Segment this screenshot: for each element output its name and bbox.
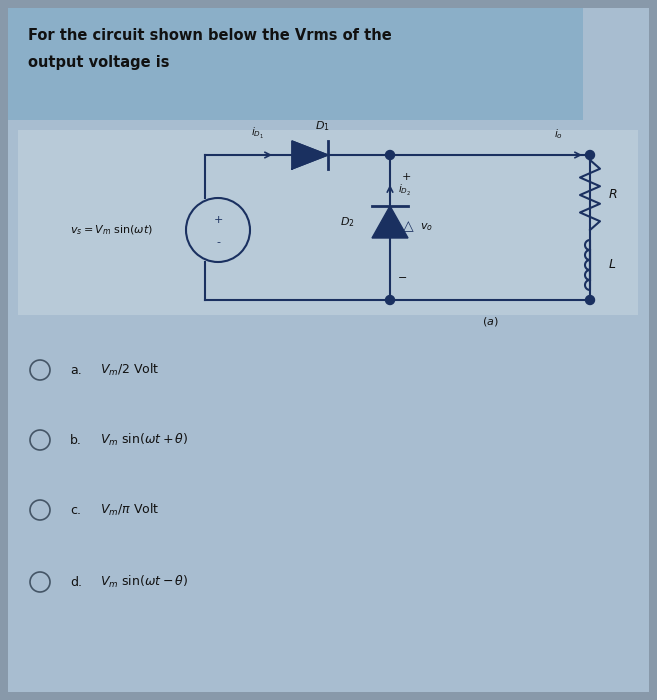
Circle shape [585,295,595,304]
Text: $D_1$: $D_1$ [315,119,329,133]
Text: $v_s = V_m\ \mathrm{sin}(\omega t)$: $v_s = V_m\ \mathrm{sin}(\omega t)$ [70,223,153,237]
Text: $V_m/2\ \mathrm{Volt}$: $V_m/2\ \mathrm{Volt}$ [100,362,160,378]
Text: $i_{D_2}$: $i_{D_2}$ [398,183,411,197]
Text: d.: d. [70,575,82,589]
Text: $i_{D_1}$: $i_{D_1}$ [252,126,265,141]
Text: b.: b. [70,433,82,447]
Text: +: + [402,172,411,182]
Text: $L$: $L$ [608,258,616,272]
Text: $i_o$: $i_o$ [553,127,562,141]
Text: $V_m\ \mathrm{sin}(\omega t+\theta)$: $V_m\ \mathrm{sin}(\omega t+\theta)$ [100,432,189,448]
Text: $v_o$: $v_o$ [420,221,433,233]
Polygon shape [372,206,408,238]
Text: For the circuit shown below the Vrms of the: For the circuit shown below the Vrms of … [28,28,392,43]
Text: $V_m\ \mathrm{sin}(\omega t-\theta)$: $V_m\ \mathrm{sin}(\omega t-\theta)$ [100,574,189,590]
Text: -: - [216,237,220,247]
Text: $V_m/\pi\ \mathrm{Volt}$: $V_m/\pi\ \mathrm{Volt}$ [100,502,160,518]
Text: $D_2$: $D_2$ [340,215,355,229]
Text: $(a)$: $(a)$ [482,315,498,328]
FancyBboxPatch shape [8,8,583,120]
Text: a.: a. [70,363,81,377]
Text: +: + [214,215,223,225]
Text: c.: c. [70,503,81,517]
Polygon shape [292,141,328,169]
Text: $R$: $R$ [608,188,618,202]
Text: output voltage is: output voltage is [28,55,170,70]
Text: −: − [398,273,407,283]
FancyBboxPatch shape [18,130,638,315]
Circle shape [386,150,394,160]
Circle shape [386,295,394,304]
Text: $\triangle$: $\triangle$ [400,220,415,235]
Circle shape [585,150,595,160]
FancyBboxPatch shape [8,8,649,692]
